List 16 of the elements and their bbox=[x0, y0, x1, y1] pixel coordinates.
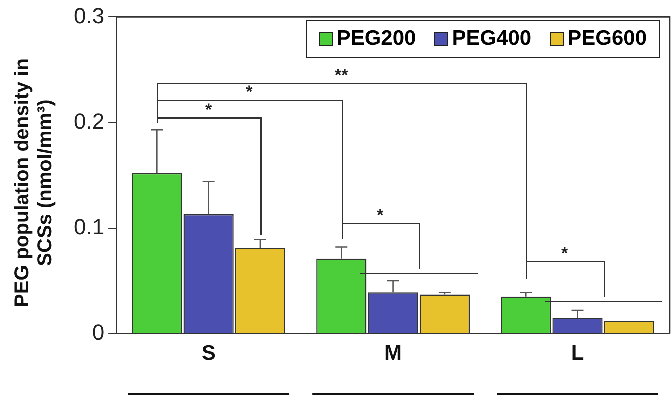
legend-label: PEG600 bbox=[566, 27, 647, 51]
legend-label: PEG200 bbox=[336, 27, 416, 51]
annotation: * bbox=[562, 244, 569, 264]
annotation: * bbox=[246, 82, 254, 102]
y-tick-label: 0.2 bbox=[74, 108, 105, 134]
x-tick-label: S bbox=[202, 342, 216, 366]
annotation: * bbox=[377, 206, 384, 226]
y-tick-label: 0 bbox=[92, 320, 105, 345]
annotation: * bbox=[206, 100, 213, 120]
y-tick-label: 0.3 bbox=[74, 3, 105, 28]
y-axis-title: PEG population density in SCSs (nmol/mm³) bbox=[12, 58, 58, 310]
annotation: ** bbox=[335, 66, 349, 85]
y-tick-label: 0.1 bbox=[74, 214, 105, 240]
legend-label: PEG400 bbox=[451, 27, 532, 51]
x-tick-label: M bbox=[384, 342, 402, 366]
x-tick-label: L bbox=[571, 342, 584, 366]
